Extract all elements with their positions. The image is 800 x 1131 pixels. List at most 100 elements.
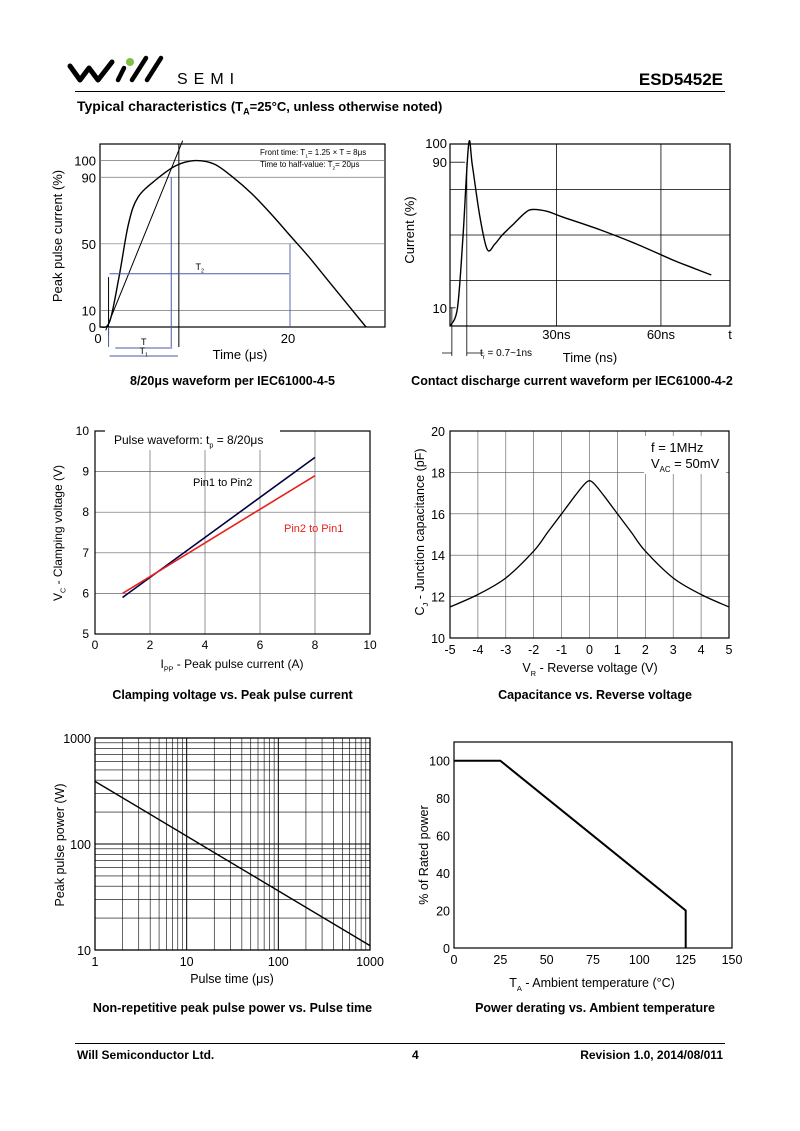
series-line-capacitance [449,480,730,608]
y-tick-label: 100 [74,154,96,169]
x-tick-label: 6 [257,638,264,652]
x-tick-label: 8 [312,638,319,652]
series-line-derating [454,759,687,948]
x-tick-label: 10 [363,638,377,652]
y-tick-label: 1000 [63,732,91,746]
x-tick-label: -2 [528,643,539,657]
x-tick-label: 100 [268,955,289,969]
x-tick-label: 100 [629,953,650,967]
rise-time-note: tr = 0.7~1ns [480,348,532,361]
y-axis-label: Peak pulse power (W) [53,784,67,907]
x-axis-label: VR - Reverse voltage (V) [522,661,657,678]
x-tick-label: 150 [722,953,743,967]
x-axis-label: Time (μs) [213,347,268,362]
x-tick-label: 30ns [542,327,571,342]
x-tick-label: 2 [642,643,649,657]
y-tick-label: 90 [433,155,447,170]
y-tick-label: 6 [82,586,89,600]
caption-waveform: 8/20μs waveform per IEC61000-4-5 [130,374,335,388]
x-axis-label: IPP - Peak pulse current (A) [161,657,304,674]
x-tick-label: -4 [472,643,483,657]
y-tick-label: 60 [436,830,450,844]
x-tick-label: 5 [726,643,733,657]
y-tick-label: 0 [89,320,96,335]
y-tick-label: 0 [443,942,450,956]
x-tick-label: 0 [92,638,99,652]
x-tick-label: 0 [94,331,101,346]
series-line-waveform [99,159,367,329]
y-tick-label: 5 [82,627,89,641]
y-tick-label: 10 [76,424,90,438]
y-axis-label: VC - Clamping voltage (V) [51,465,68,601]
t1-label: T1 [139,346,148,359]
x-tick-label: 10 [180,955,194,969]
y-tick-label: 16 [431,508,445,522]
y-tick-label: 10 [431,632,445,646]
series-line-discharge [449,140,712,327]
caption-pulse-power: Non-repetitive peak pulse power vs. Puls… [92,1001,373,1015]
pulse-waveform-note: Pulse waveform: tp = 8/20μs [114,433,263,450]
caption-clamping: Clamping voltage vs. Peak pulse current [112,688,353,702]
x-axis-label: Pulse time (μs) [190,972,274,986]
caption-capacitance: Capacitance vs. Reverse voltage [498,688,692,702]
x-tick-label: 50 [540,953,554,967]
x-axis-label: Time (ns) [563,350,617,365]
section-title-text: Typical characteristics [77,98,227,114]
part-number: ESD5452E [638,70,723,89]
plot-frame [99,143,386,328]
caption-power-derating: Power derating vs. Ambient temperature [475,1001,715,1015]
x-tick-label: 0 [451,953,458,967]
x-tick-label: 125 [675,953,696,967]
company-logo [67,55,164,83]
footer-rule [75,1043,725,1044]
x-tick-label: 75 [586,953,600,967]
x-axis-label: TA - Ambient temperature (°C) [509,976,675,993]
front-time-note: Front time: T1= 1.25 × T = 8μs [260,148,366,159]
y-axis-label: % of Rated power [417,805,431,904]
y-tick-label: 80 [436,792,450,806]
y-tick-label: 9 [82,465,89,479]
y-axis-label: CJ - Junction capacitance (pF) [413,448,430,615]
x-tick-label: -3 [500,643,511,657]
note-background [644,436,726,474]
frequency-note: f = 1MHz [651,440,703,455]
front-time-line [105,140,184,331]
y-tick-label: 40 [436,867,450,881]
y-tick-label: 50 [82,237,96,252]
footer-page-number: 4 [412,1048,419,1062]
section-conditions: (TA=25°C, unless otherwise noted) [230,99,443,117]
y-tick-label: 90 [82,170,96,185]
y-tick-label: 10 [77,944,91,958]
section-title: Typical characteristics (TA=25°C, unless… [77,98,442,117]
footer-company: Will Semiconductor Ltd. [77,1048,215,1062]
caption-contact-discharge: Contact discharge current waveform per I… [411,374,733,388]
x-tick-label: 1000 [356,955,384,969]
x-tick-label: 2 [147,638,154,652]
y-axis-label: Peak pulse current (%) [50,170,65,302]
logo-text: SEMI [177,71,241,88]
plot-frame [453,741,733,949]
y-tick-label: 10 [433,301,447,316]
x-tick-label: 4 [698,643,705,657]
y-tick-label: 7 [82,546,89,560]
y-axis-label: Current (%) [402,196,417,263]
series-line-pulse-power [94,780,371,947]
y-tick-label: 18 [431,466,445,480]
y-tick-label: 8 [82,505,89,519]
legend-pin2-to-pin1: Pin2 to Pin1 [284,523,343,535]
y-tick-label: 14 [431,549,445,563]
x-tick-label: 60ns [647,327,676,342]
y-tick-label: 20 [436,905,450,919]
x-axis-end-label: t [728,327,732,342]
x-tick-label: 1 [614,643,621,657]
x-tick-label: 25 [493,953,507,967]
x-tick-label: 0 [586,643,593,657]
series-line-pin2-to-pin1 [122,474,316,595]
note-background [105,430,280,450]
y-tick-label: 12 [431,591,445,605]
t2-label: T2 [196,262,205,275]
header-rule [75,91,725,92]
